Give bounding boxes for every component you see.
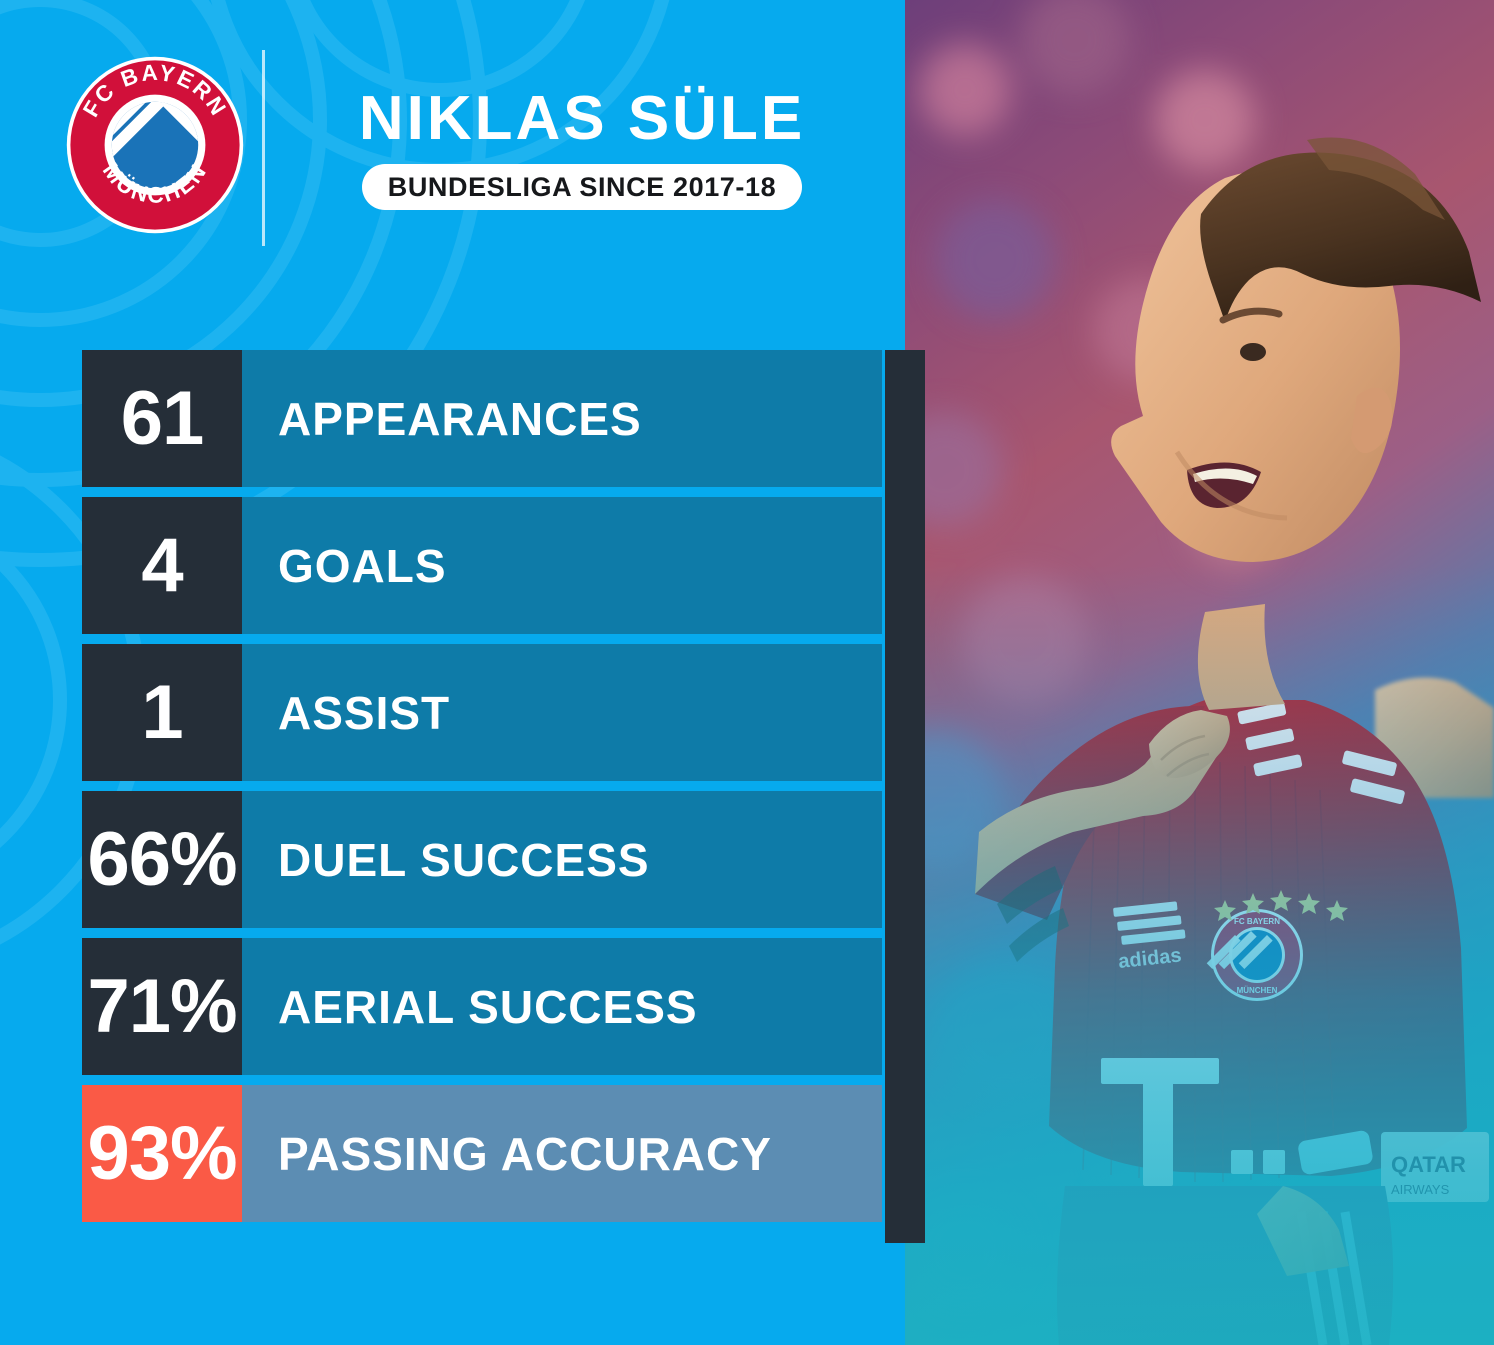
- stat-value: 1: [82, 644, 242, 781]
- stat-row: 93% PASSING ACCURACY: [82, 1085, 882, 1222]
- svg-text:FC BAYERN: FC BAYERN: [1234, 917, 1280, 926]
- stat-label: GOALS: [242, 497, 882, 634]
- svg-text:MÜNCHEN: MÜNCHEN: [1237, 986, 1278, 995]
- page-title: NIKLAS SÜLE: [358, 84, 806, 153]
- stat-value: 93%: [82, 1085, 242, 1222]
- stat-label: DUEL SUCCESS: [242, 791, 882, 928]
- stat-row: 1 ASSIST: [82, 644, 882, 781]
- svg-text:QATAR: QATAR: [1391, 1152, 1466, 1177]
- stat-label: AERIAL SUCCESS: [242, 938, 882, 1075]
- fc-bayern-crest-icon: FC BAYERN MÜNCHEN: [65, 55, 245, 235]
- stats-panel-edge: [885, 350, 925, 1243]
- header: FC BAYERN MÜNCHEN NIKLAS SÜLE BUNDESLIGA…: [0, 0, 905, 300]
- subtitle-badge: BUNDESLIGA SINCE 2017-18: [361, 164, 803, 210]
- stat-value: 71%: [82, 938, 242, 1075]
- stat-label: APPEARANCES: [242, 350, 882, 487]
- stat-row: 71% AERIAL SUCCESS: [82, 938, 882, 1075]
- stat-label: ASSIST: [242, 644, 882, 781]
- stats-list: 61 APPEARANCES 4 GOALS 1 ASSIST 66% DUEL SUCCES…: [82, 350, 882, 1222]
- stat-row: 61 APPEARANCES: [82, 350, 882, 487]
- stat-value: 66%: [82, 791, 242, 928]
- title-block: NIKLAS SÜLE BUNDESLIGA SINCE 2017-18: [292, 88, 872, 210]
- stat-value: 4: [82, 497, 242, 634]
- stat-value: 61: [82, 350, 242, 487]
- stat-row: 66% DUEL SUCCESS: [82, 791, 882, 928]
- svg-text:AIRWAYS: AIRWAYS: [1391, 1182, 1450, 1197]
- stat-label: PASSING ACCURACY: [242, 1085, 882, 1222]
- header-divider: [262, 50, 265, 246]
- player-photo: adidas FC BAYERN MÜ: [905, 0, 1494, 1345]
- stat-row: 4 GOALS: [82, 497, 882, 634]
